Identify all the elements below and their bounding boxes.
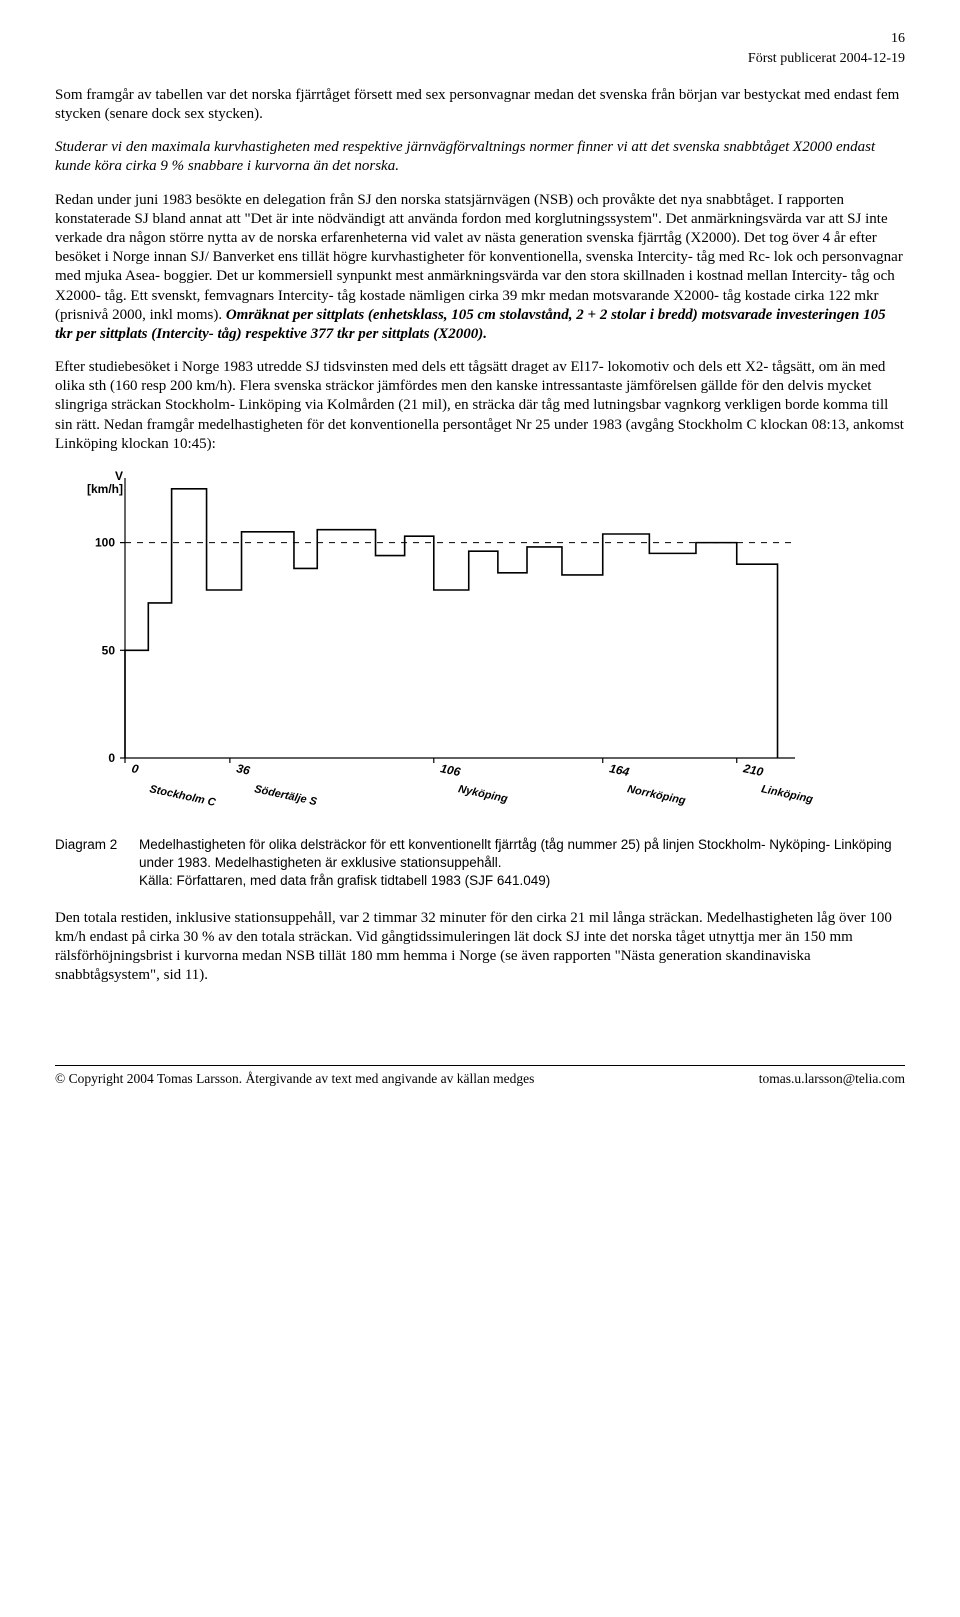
footer-email: tomas.u.larsson@telia.com — [759, 1070, 905, 1087]
publication-date: Först publicerat 2004-12-19 — [55, 50, 905, 68]
para1-text: Som framgår av tabellen var det norska f… — [55, 87, 899, 122]
page-number: 16 — [55, 30, 905, 48]
svg-text:0: 0 — [108, 751, 115, 765]
svg-text:50: 50 — [102, 643, 116, 657]
caption-text: Medelhastigheten för olika delsträckor f… — [139, 836, 905, 891]
caption-label: Diagram 2 — [55, 836, 139, 891]
svg-text:V: V — [115, 469, 123, 483]
footer-copyright: © Copyright 2004 Tomas Larsson. Återgiva… — [55, 1070, 534, 1087]
chart-caption: Diagram 2 Medelhastigheten för olika del… — [55, 836, 905, 891]
para3-text: Redan under juni 1983 besökte en delegat… — [55, 192, 903, 323]
paragraph-2: Studerar vi den maximala kurvhastigheten… — [55, 138, 905, 176]
page-footer: © Copyright 2004 Tomas Larsson. Återgiva… — [55, 1065, 905, 1087]
paragraph-1: Som framgår av tabellen var det norska f… — [55, 86, 905, 124]
paragraph-3: Redan under juni 1983 besökte en delegat… — [55, 191, 905, 345]
speed-chart: 050100V[km/h]0Stockholm C36Södertälje S1… — [55, 468, 905, 828]
svg-text:[km/h]: [km/h] — [87, 482, 123, 496]
paragraph-4: Efter studiebesöket i Norge 1983 utredde… — [55, 358, 905, 454]
svg-text:100: 100 — [95, 536, 115, 550]
paragraph-5: Den totala restiden, inklusive stationsu… — [55, 909, 905, 986]
chart-svg: 050100V[km/h]0Stockholm C36Södertälje S1… — [55, 468, 815, 828]
